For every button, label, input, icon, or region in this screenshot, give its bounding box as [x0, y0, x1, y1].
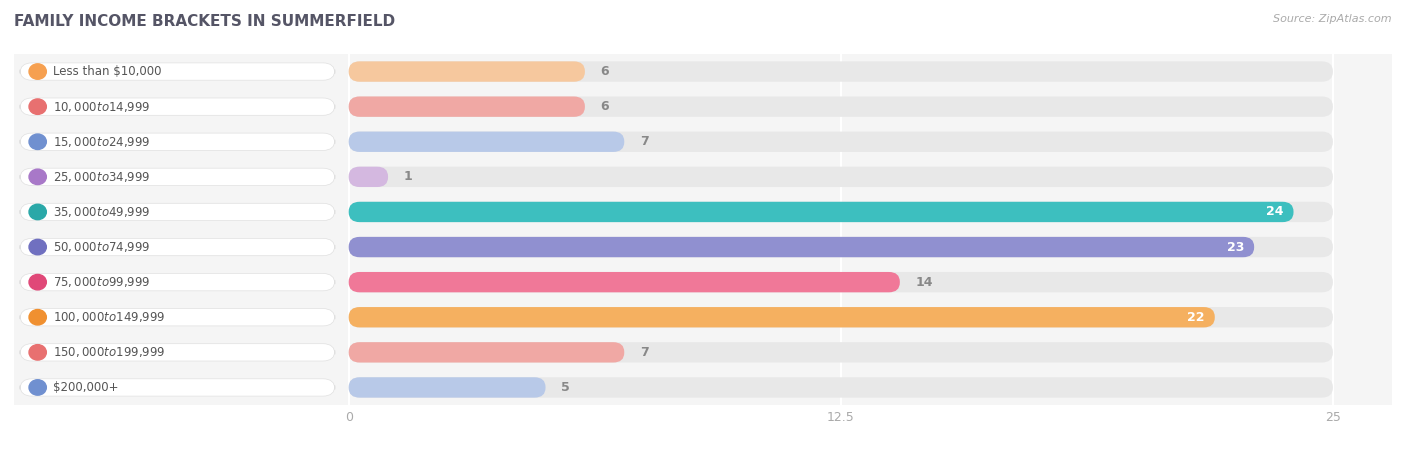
FancyBboxPatch shape — [349, 61, 585, 82]
Text: 6: 6 — [600, 100, 609, 113]
Bar — [14, 54, 1392, 89]
FancyBboxPatch shape — [349, 342, 1333, 363]
FancyBboxPatch shape — [20, 63, 335, 80]
FancyBboxPatch shape — [20, 309, 335, 326]
Text: $200,000+: $200,000+ — [53, 381, 120, 394]
Text: Less than $10,000: Less than $10,000 — [53, 65, 162, 78]
FancyBboxPatch shape — [349, 131, 1333, 152]
Text: $75,000 to $99,999: $75,000 to $99,999 — [53, 275, 150, 289]
FancyBboxPatch shape — [20, 203, 335, 220]
FancyBboxPatch shape — [349, 237, 1333, 257]
FancyBboxPatch shape — [20, 379, 335, 396]
Text: Source: ZipAtlas.com: Source: ZipAtlas.com — [1274, 14, 1392, 23]
Circle shape — [30, 380, 46, 395]
FancyBboxPatch shape — [349, 237, 1254, 257]
FancyBboxPatch shape — [349, 166, 1333, 187]
Bar — [14, 335, 1392, 370]
Text: 22: 22 — [1188, 311, 1205, 324]
FancyBboxPatch shape — [349, 377, 1333, 398]
Text: 1: 1 — [404, 171, 412, 183]
Bar — [14, 194, 1392, 230]
Text: $100,000 to $149,999: $100,000 to $149,999 — [53, 310, 166, 324]
Bar — [14, 159, 1392, 194]
Text: 6: 6 — [600, 65, 609, 78]
FancyBboxPatch shape — [20, 274, 335, 291]
FancyBboxPatch shape — [349, 272, 1333, 292]
Bar — [14, 124, 1392, 159]
FancyBboxPatch shape — [20, 98, 335, 115]
Circle shape — [30, 99, 46, 114]
Text: $150,000 to $199,999: $150,000 to $199,999 — [53, 345, 166, 360]
Text: 7: 7 — [640, 135, 648, 148]
Text: 14: 14 — [915, 276, 934, 288]
Bar — [14, 265, 1392, 300]
FancyBboxPatch shape — [349, 61, 1333, 82]
FancyBboxPatch shape — [349, 307, 1215, 328]
Text: 24: 24 — [1267, 206, 1284, 218]
Circle shape — [30, 64, 46, 79]
FancyBboxPatch shape — [349, 377, 546, 398]
FancyBboxPatch shape — [349, 131, 624, 152]
FancyBboxPatch shape — [20, 344, 335, 361]
Text: $35,000 to $49,999: $35,000 to $49,999 — [53, 205, 150, 219]
Text: $50,000 to $74,999: $50,000 to $74,999 — [53, 240, 150, 254]
FancyBboxPatch shape — [349, 166, 388, 187]
Circle shape — [30, 310, 46, 325]
Text: $25,000 to $34,999: $25,000 to $34,999 — [53, 170, 150, 184]
Text: $15,000 to $24,999: $15,000 to $24,999 — [53, 135, 150, 149]
Circle shape — [30, 345, 46, 360]
Bar — [14, 89, 1392, 124]
Circle shape — [30, 204, 46, 220]
FancyBboxPatch shape — [349, 342, 624, 363]
Bar — [14, 370, 1392, 405]
Text: 7: 7 — [640, 346, 648, 359]
Circle shape — [30, 134, 46, 149]
Circle shape — [30, 169, 46, 184]
Circle shape — [30, 239, 46, 255]
Text: 5: 5 — [561, 381, 569, 394]
FancyBboxPatch shape — [349, 202, 1333, 222]
Text: $10,000 to $14,999: $10,000 to $14,999 — [53, 99, 150, 114]
FancyBboxPatch shape — [20, 133, 335, 150]
FancyBboxPatch shape — [349, 202, 1294, 222]
Bar — [14, 300, 1392, 335]
Circle shape — [30, 274, 46, 290]
Text: 23: 23 — [1227, 241, 1244, 253]
FancyBboxPatch shape — [349, 272, 900, 292]
FancyBboxPatch shape — [20, 168, 335, 185]
FancyBboxPatch shape — [349, 96, 1333, 117]
FancyBboxPatch shape — [349, 96, 585, 117]
Bar — [14, 230, 1392, 265]
FancyBboxPatch shape — [20, 238, 335, 256]
FancyBboxPatch shape — [349, 307, 1333, 328]
Text: FAMILY INCOME BRACKETS IN SUMMERFIELD: FAMILY INCOME BRACKETS IN SUMMERFIELD — [14, 14, 395, 28]
